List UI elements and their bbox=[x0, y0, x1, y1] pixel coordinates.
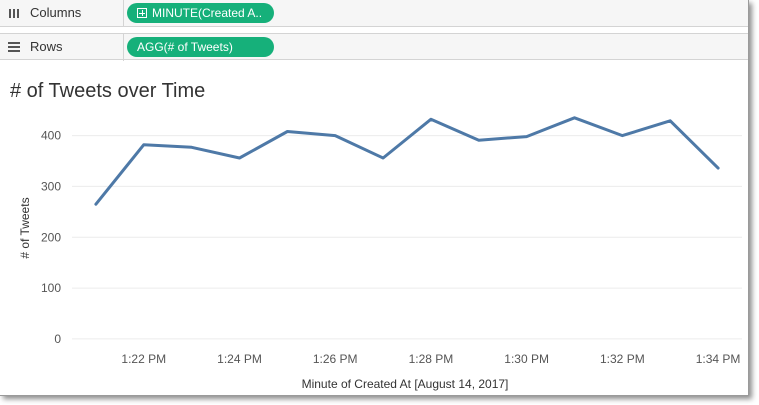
rows-icon bbox=[8, 41, 20, 53]
x-tick-label: 1:26 PM bbox=[313, 352, 358, 366]
expand-plus-icon[interactable] bbox=[137, 8, 147, 18]
x-tick-label: 1:32 PM bbox=[600, 352, 645, 366]
rows-label-text: Rows bbox=[30, 39, 63, 54]
columns-pill[interactable]: MINUTE(Created A.. bbox=[127, 3, 274, 23]
x-axis-title: Minute of Created At [August 14, 2017] bbox=[302, 377, 509, 391]
columns-shelf-label: Columns bbox=[8, 5, 81, 20]
y-tick-label: 100 bbox=[41, 281, 61, 295]
series-line bbox=[94, 116, 720, 206]
columns-label-text: Columns bbox=[30, 5, 82, 20]
rows-pill-label: AGG(# of Tweets) bbox=[137, 40, 233, 54]
y-axis-title: # of Tweets bbox=[18, 197, 32, 258]
shelf-divider bbox=[123, 0, 124, 27]
y-tick-label: 200 bbox=[41, 230, 61, 244]
columns-pill-label: MINUTE(Created A.. bbox=[152, 6, 263, 20]
rows-pill[interactable]: AGG(# of Tweets) bbox=[127, 37, 274, 57]
x-tick-label: 1:22 PM bbox=[121, 352, 166, 366]
x-tick-label: 1:34 PM bbox=[696, 352, 741, 366]
x-tick-label: 1:30 PM bbox=[504, 352, 549, 366]
columns-shelf[interactable]: Columns MINUTE(Created A.. bbox=[0, 0, 748, 27]
shelf-divider bbox=[123, 34, 124, 61]
line-chart: 0 100 200 300 400 1:22 PM 1:24 PM 1:26 PM 1:28 P… bbox=[18, 116, 742, 391]
worksheet-frame: Columns MINUTE(Created A.. Rows AGG(# of… bbox=[0, 0, 749, 396]
columns-icon bbox=[8, 7, 20, 19]
shelf-gap bbox=[0, 27, 748, 33]
y-tick-label: 0 bbox=[54, 332, 61, 346]
y-tick-label: 300 bbox=[41, 179, 61, 193]
rows-shelf[interactable]: Rows AGG(# of Tweets) bbox=[0, 33, 748, 61]
x-tick-label: 1:28 PM bbox=[409, 352, 454, 366]
rows-shelf-label: Rows bbox=[8, 39, 63, 54]
chart-title: # of Tweets over Time bbox=[10, 80, 206, 102]
x-tick-label: 1:24 PM bbox=[217, 352, 262, 366]
y-tick-label: 400 bbox=[41, 129, 61, 143]
